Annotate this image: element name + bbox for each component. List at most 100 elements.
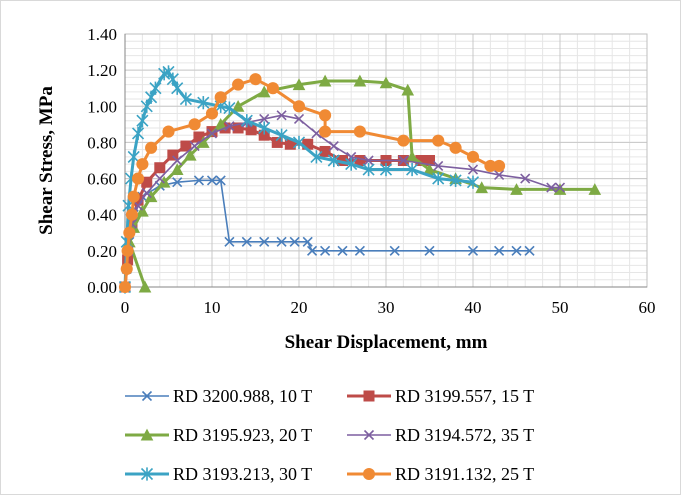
- marker-circle: [120, 262, 133, 275]
- marker-square: [258, 129, 270, 141]
- marker-square: [193, 131, 205, 143]
- marker-triangle: [292, 78, 306, 91]
- legend-label: RD 3191.132, 25 T: [395, 464, 534, 484]
- gridlines: [124, 33, 648, 288]
- marker-circle: [362, 467, 376, 481]
- marker-circle: [127, 190, 140, 203]
- marker-circle: [123, 226, 136, 239]
- y-tick-label: 1.00: [87, 97, 117, 116]
- marker-x-stroke: [154, 173, 165, 184]
- marker-square: [363, 390, 375, 402]
- marker-x-stroke: [524, 245, 535, 256]
- marker-square: [302, 138, 314, 150]
- marker-circle: [484, 159, 497, 172]
- marker-triangle: [157, 175, 171, 188]
- marker-circle: [121, 244, 134, 257]
- marker-square: [167, 149, 179, 161]
- x-tick-label: 30: [378, 298, 395, 317]
- marker-x-stroke: [172, 177, 183, 188]
- marker-circle: [466, 150, 480, 163]
- marker-circle: [205, 107, 219, 120]
- marker-x-stroke: [302, 236, 313, 247]
- series-layer: [118, 65, 602, 294]
- marker-triangle: [196, 136, 210, 148]
- marker-square: [415, 155, 427, 166]
- marker-x-stroke: [398, 155, 409, 166]
- marker-triangle: [318, 74, 332, 87]
- marker-x-stroke: [132, 200, 144, 211]
- marker-x-stroke: [224, 236, 235, 247]
- marker-triangle: [379, 76, 393, 89]
- marker-x-stroke: [520, 173, 531, 184]
- marker-circle: [432, 134, 445, 147]
- marker-x-stroke: [276, 236, 287, 247]
- legend-label: RD 3195.923, 20 T: [173, 425, 312, 445]
- marker-square: [154, 162, 166, 174]
- marker-x-stroke: [467, 164, 479, 175]
- marker-triangle: [353, 74, 367, 87]
- tick-labels: 0 10 20 30 40 50 60 0.00 0.20 0.40 0.60 0.80 1.00 1.2…: [87, 25, 655, 317]
- marker-x-stroke: [193, 175, 205, 186]
- marker-circle: [132, 172, 145, 185]
- legend-label: RD 3200.988, 10 T: [173, 386, 312, 406]
- marker-triangle: [510, 183, 523, 195]
- marker-triangle: [423, 163, 436, 176]
- marker-x-stroke: [320, 245, 331, 256]
- marker-triangle: [140, 428, 154, 441]
- marker-circle: [449, 141, 462, 154]
- x-axis-title: Shear Displacement, mm: [285, 332, 488, 353]
- x-tick-label: 20: [291, 298, 308, 317]
- legend-item: RD 3193.213, 30 T: [125, 464, 312, 484]
- marker-triangle: [183, 148, 197, 161]
- x-tick-label: 40: [465, 298, 482, 317]
- marker-x-stroke: [467, 245, 479, 256]
- marker-circle: [249, 73, 262, 86]
- marker-circle: [188, 118, 201, 131]
- marker-x-stroke: [141, 187, 152, 199]
- marker-x-stroke: [259, 236, 270, 247]
- marker-square: [180, 140, 192, 152]
- y-axis-title: Shear Stress, MPa: [36, 86, 57, 235]
- marker-triangle: [401, 83, 415, 96]
- marker-x-stroke: [215, 175, 226, 186]
- marker-x-stroke: [389, 245, 400, 256]
- marker-circle: [125, 208, 139, 221]
- marker-square: [337, 155, 348, 166]
- legend-item: RD 3200.988, 10 T: [125, 386, 312, 406]
- marker-triangle: [138, 280, 152, 293]
- marker-circle: [232, 78, 245, 91]
- series-5: [118, 65, 480, 294]
- marker-x-stroke: [276, 110, 287, 121]
- x-tick-label: 0: [121, 298, 130, 317]
- y-tick-label: 1.40: [87, 25, 117, 44]
- marker-triangle: [588, 183, 602, 195]
- marker-x-stroke: [206, 128, 218, 139]
- marker-circle: [292, 100, 306, 113]
- legend: RD 3200.988, 10 T RD 3199.557, 15 T RD 319…: [125, 386, 534, 484]
- legend-item: RD 3194.572, 35 T: [347, 425, 534, 445]
- marker-circle: [118, 280, 132, 294]
- marker-circle: [353, 125, 366, 138]
- marker-x-stroke: [554, 182, 566, 193]
- x-tick-label: 10: [204, 298, 221, 317]
- marker-x-stroke: [494, 169, 505, 181]
- marker-triangle: [170, 163, 184, 176]
- legend-label: RD 3199.557, 15 T: [395, 386, 534, 406]
- marker-x-stroke: [289, 236, 300, 247]
- legend-item: RD 3191.132, 25 T: [347, 464, 534, 484]
- legend-label: RD 3193.213, 30 T: [173, 464, 312, 484]
- y-tick-label: 0.20: [87, 242, 117, 261]
- legend-label: RD 3194.572, 35 T: [395, 425, 534, 445]
- marker-x-stroke: [354, 245, 365, 256]
- marker-square: [232, 122, 244, 134]
- marker-triangle: [405, 150, 419, 163]
- marker-x-stroke: [363, 429, 375, 441]
- marker-x-stroke: [328, 140, 339, 152]
- marker-x-stroke: [546, 182, 557, 193]
- marker-circle: [397, 134, 410, 147]
- marker-triangle: [231, 99, 245, 112]
- marker-circle: [266, 82, 279, 95]
